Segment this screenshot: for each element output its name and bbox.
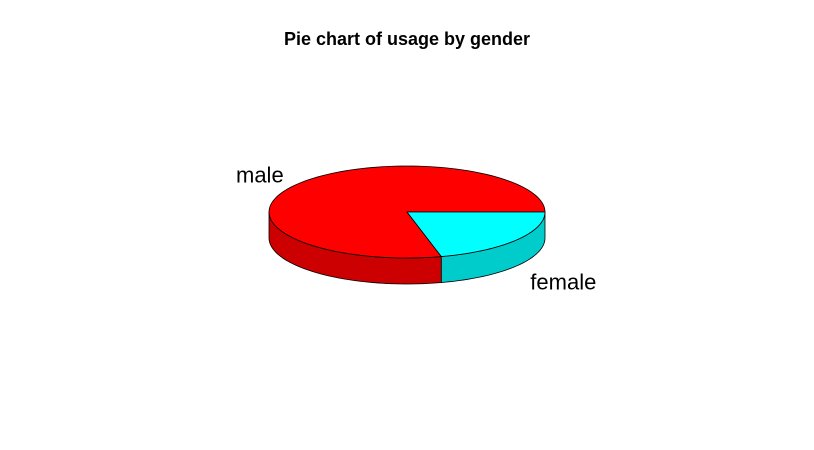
slice-label-male: male xyxy=(236,162,284,187)
slice-label-female: female xyxy=(530,269,596,294)
pie-slice-female xyxy=(406,211,546,257)
chart-title: Pie chart of usage by gender xyxy=(283,29,531,49)
